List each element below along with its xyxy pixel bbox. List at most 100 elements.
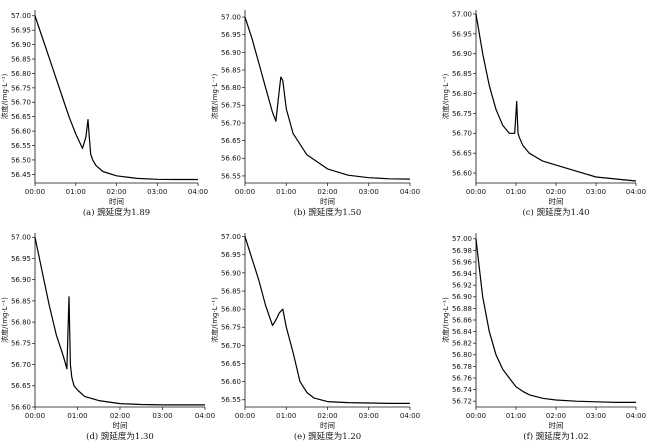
- y-tick-label: 56.98: [452, 247, 472, 255]
- y-axis-label: 浓度/(mg·L⁻¹): [441, 297, 450, 343]
- y-tick-label: 56.95: [221, 31, 241, 39]
- chart-panel-5: 00:00 01:00 02:00 03:00 04:00 56.55 56.60 56.65…: [210, 233, 420, 442]
- x-tick-label: 01:00: [276, 188, 296, 196]
- x-tick-label: 01:00: [66, 188, 86, 196]
- x-tick-label: 02:00: [106, 188, 126, 196]
- y-tick-label: 56.45: [11, 171, 31, 179]
- axis-lines: [244, 233, 410, 408]
- panel-caption: (e) 豌延度为1.20: [294, 431, 361, 442]
- y-tick-label: 56.90: [221, 49, 241, 57]
- x-tick-label: 04:00: [188, 188, 208, 196]
- y-axis-label: 浓度/(mg·L⁻¹): [441, 73, 450, 119]
- x-tick-label: 03:00: [152, 412, 172, 420]
- y-tick-label: 56.65: [11, 382, 31, 390]
- x-tick-label: 01:00: [506, 188, 526, 196]
- y-tick-label: 57.00: [11, 234, 31, 242]
- chart-panel-6: 00:00 01:00 02:00 03:00 04:00 56.72 56.74 56.76…: [441, 233, 646, 442]
- y-tick-label: 56.80: [221, 306, 241, 314]
- y-tick-label: 56.75: [11, 340, 31, 348]
- axis-lines: [475, 10, 636, 184]
- y-tick-label: 56.74: [452, 386, 473, 394]
- x-tick-label: 01:00: [506, 412, 526, 420]
- concentration-line: [475, 13, 637, 182]
- y-tick-label: 57.00: [221, 13, 241, 21]
- x-tick-label: 00:00: [235, 412, 255, 420]
- x-tick-label: 04:00: [626, 412, 646, 420]
- y-axis-label: 浓度/(mg·L⁻¹): [210, 297, 219, 343]
- y-tick-label: 56.60: [221, 155, 241, 163]
- y-tick-label: 56.65: [221, 137, 241, 145]
- y-tick-label: 57.00: [452, 235, 472, 243]
- y-tick-label: 56.60: [11, 403, 31, 411]
- y-tick-label: 56.84: [452, 328, 473, 336]
- y-tick-label: 56.86: [452, 316, 473, 324]
- x-axis-label: 时间: [109, 196, 124, 206]
- y-axis-label: 浓度/(mg·L⁻¹): [0, 73, 9, 119]
- x-tick-label: 04:00: [400, 188, 420, 196]
- x-tick-label: 02:00: [317, 188, 337, 196]
- y-tick-label: 56.60: [452, 169, 472, 177]
- y-tick-label: 56.76: [452, 374, 473, 382]
- y-tick-label: 56.75: [11, 84, 31, 92]
- x-tick-label: 04:00: [400, 412, 420, 420]
- y-tick-label: 56.80: [452, 351, 472, 359]
- y-tick-label: 56.90: [452, 293, 472, 301]
- x-tick-label: 03:00: [147, 188, 167, 196]
- y-tick-label: 57.00: [452, 10, 472, 18]
- y-tick-label: 56.78: [452, 363, 472, 371]
- y-tick-label: 56.70: [11, 361, 31, 369]
- x-tick-label: 00:00: [25, 412, 45, 420]
- x-tick-label: 01:00: [276, 412, 296, 420]
- y-tick-label: 56.65: [221, 360, 241, 368]
- x-tick-label: 00:00: [466, 188, 486, 196]
- panel-caption: (a) 豌延度为1.89: [83, 207, 150, 218]
- x-tick-label: 02:00: [546, 412, 566, 420]
- concentration-line: [475, 238, 636, 403]
- x-axis-label: 时间: [113, 420, 128, 430]
- panel-caption: (c) 豌延度为1.40: [522, 207, 589, 218]
- panel-caption: (d) 豌延度为1.30: [86, 431, 154, 442]
- y-tick-label: 56.50: [11, 156, 31, 164]
- y-tick-label: 57.00: [11, 12, 31, 20]
- y-tick-label: 56.85: [452, 70, 472, 78]
- y-tick-label: 56.85: [11, 297, 31, 305]
- y-tick-label: 56.70: [221, 119, 241, 127]
- x-tick-label: 04:00: [195, 412, 215, 420]
- chart-panel-3: 00:00 01:00 02:00 03:00 04:00 56.60 56.65 56.70…: [441, 10, 646, 218]
- axis-lines: [475, 233, 636, 408]
- x-axis-label: 时间: [320, 196, 335, 206]
- y-tick-label: 56.60: [221, 378, 241, 386]
- y-tick-label: 56.85: [221, 287, 241, 295]
- y-tick-label: 56.88: [452, 305, 472, 313]
- x-tick-label: 03:00: [359, 188, 379, 196]
- x-tick-label: 02:00: [110, 412, 130, 420]
- y-tick-label: 56.95: [221, 251, 241, 259]
- x-tick-label: 02:00: [546, 188, 566, 196]
- y-tick-label: 56.65: [452, 150, 472, 158]
- x-tick-label: 04:00: [626, 188, 646, 196]
- y-tick-label: 56.96: [452, 258, 473, 266]
- y-tick-label: 56.80: [11, 319, 31, 327]
- y-axis-label: 浓度/(mg·L⁻¹): [210, 73, 219, 119]
- y-axis-label: 浓度/(mg·L⁻¹): [0, 297, 9, 343]
- y-tick-label: 56.85: [11, 55, 31, 63]
- y-tick-label: 56.75: [221, 102, 241, 110]
- y-tick-label: 56.70: [452, 130, 472, 138]
- y-tick-label: 56.95: [452, 30, 472, 38]
- concentration-line: [34, 15, 198, 181]
- x-axis-label: 时间: [549, 196, 564, 206]
- chart-panel-2: 00:00 01:00 02:00 03:00 04:00 56.55 56.60 56.65…: [210, 10, 420, 218]
- y-tick-label: 56.82: [452, 340, 472, 348]
- y-tick-label: 56.80: [11, 70, 31, 78]
- panel-caption: (f) 豌延度为1.02: [523, 431, 588, 442]
- x-tick-label: 03:00: [586, 188, 606, 196]
- concentration-line: [34, 237, 205, 406]
- y-tick-label: 56.55: [221, 396, 241, 404]
- concentration-line: [244, 236, 410, 404]
- x-tick-label: 03:00: [359, 412, 379, 420]
- axis-lines: [34, 10, 198, 184]
- y-tick-label: 56.80: [221, 84, 241, 92]
- y-tick-label: 56.94: [452, 270, 473, 278]
- concentration-line: [244, 16, 411, 180]
